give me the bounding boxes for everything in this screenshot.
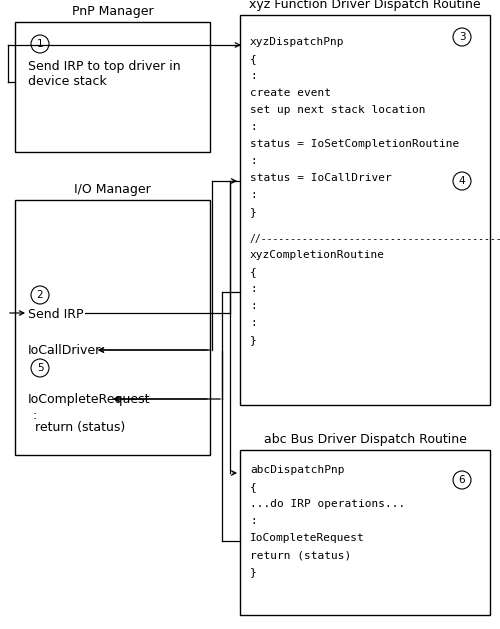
Text: }: } — [250, 207, 257, 217]
Text: {: { — [250, 482, 257, 492]
Text: 4: 4 — [458, 176, 466, 186]
Text: set up next stack location: set up next stack location — [250, 105, 426, 115]
Text: }: } — [250, 567, 257, 577]
Text: status = IoCallDriver: status = IoCallDriver — [250, 173, 392, 183]
Text: PnP Manager: PnP Manager — [72, 5, 154, 18]
Text: //-----------------------------------------: //--------------------------------------… — [250, 234, 500, 244]
Text: :: : — [250, 156, 257, 166]
Bar — [15, 200, 210, 455]
Text: :: : — [250, 190, 257, 200]
Bar — [15, 22, 210, 152]
Bar — [240, 15, 490, 405]
Text: {: { — [250, 267, 257, 277]
Text: IoCallDriver: IoCallDriver — [28, 343, 101, 357]
Text: :: : — [250, 71, 257, 81]
Text: IoCompleteRequest: IoCompleteRequest — [28, 393, 150, 406]
Text: 5: 5 — [36, 363, 44, 373]
Text: I/O Manager: I/O Manager — [74, 183, 151, 196]
Text: status = IoSetCompletionRoutine: status = IoSetCompletionRoutine — [250, 139, 459, 149]
Text: xyzCompletionRoutine: xyzCompletionRoutine — [250, 250, 385, 260]
Text: :: : — [250, 516, 257, 526]
Text: return (status): return (status) — [250, 550, 351, 560]
Text: {: { — [250, 54, 257, 64]
Text: Send IRP to top driver in
device stack: Send IRP to top driver in device stack — [28, 60, 180, 88]
Text: :: : — [250, 122, 257, 132]
Text: 6: 6 — [458, 475, 466, 485]
Text: :: : — [33, 409, 37, 422]
Text: ...do IRP operations...: ...do IRP operations... — [250, 499, 405, 509]
Bar — [240, 450, 490, 615]
Text: :: : — [250, 284, 257, 294]
Text: IoCompleteRequest: IoCompleteRequest — [250, 533, 365, 543]
Text: xyz Function Driver Dispatch Routine: xyz Function Driver Dispatch Routine — [249, 0, 481, 11]
Text: :: : — [250, 318, 257, 328]
Text: abc Bus Driver Dispatch Routine: abc Bus Driver Dispatch Routine — [264, 433, 466, 446]
Text: }: } — [250, 335, 257, 345]
Text: 1: 1 — [36, 39, 44, 49]
Text: create event: create event — [250, 88, 331, 98]
Text: 3: 3 — [458, 32, 466, 42]
Text: abcDispatchPnp: abcDispatchPnp — [250, 465, 344, 475]
Text: xyzDispatchPnp: xyzDispatchPnp — [250, 37, 344, 47]
Text: Send IRP: Send IRP — [28, 308, 84, 321]
Text: return (status): return (status) — [35, 421, 125, 434]
Text: :: : — [250, 301, 257, 311]
Text: 2: 2 — [36, 290, 44, 300]
